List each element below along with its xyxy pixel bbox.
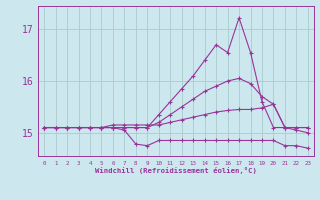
X-axis label: Windchill (Refroidissement éolien,°C): Windchill (Refroidissement éolien,°C) bbox=[95, 167, 257, 174]
